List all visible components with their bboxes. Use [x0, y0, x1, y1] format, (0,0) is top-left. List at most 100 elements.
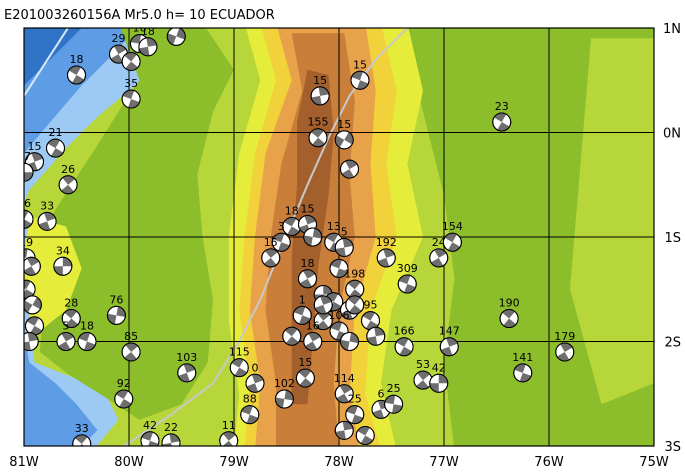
- mechanism-outline: [313, 295, 333, 315]
- focal-mechanism[interactable]: 35: [121, 77, 141, 109]
- focal-mechanism[interactable]: 309: [397, 262, 418, 294]
- focal-mechanism[interactable]: 141: [512, 351, 533, 383]
- focal-mechanism[interactable]: 26: [58, 163, 78, 195]
- focal-mechanism[interactable]: 18: [138, 25, 158, 57]
- mechanism-quadrant: [61, 184, 74, 194]
- mechanism-quadrant: [374, 327, 385, 337]
- focal-mechanism[interactable]: [345, 295, 365, 315]
- focal-mechanism[interactable]: 0: [245, 361, 265, 393]
- mechanism-quadrant: [116, 306, 126, 317]
- focal-mechanism[interactable]: 5: [56, 320, 76, 351]
- focal-mechanism[interactable]: 3: [271, 220, 291, 252]
- focal-mechanism[interactable]: 22: [161, 421, 181, 452]
- focal-mechanism[interactable]: [23, 295, 42, 315]
- focal-mechanism[interactable]: [20, 332, 39, 351]
- focal-mechanism[interactable]: 192: [376, 236, 397, 268]
- mechanism-outline: [303, 227, 323, 247]
- focal-mechanism[interactable]: 147: [439, 325, 460, 357]
- focal-mechanism[interactable]: 5: [334, 225, 354, 257]
- mechanism-quadrant: [58, 341, 71, 351]
- mechanism-depth-label: 18: [301, 257, 315, 270]
- focal-mechanism[interactable]: 76: [106, 293, 126, 325]
- mechanism-outline: [513, 363, 533, 383]
- mechanism-quadrant: [124, 52, 137, 62]
- focal-mechanism[interactable]: 15: [310, 74, 330, 106]
- focal-mechanism[interactable]: 85: [121, 330, 141, 362]
- focal-mechanism[interactable]: [303, 227, 323, 247]
- mechanism-depth-label: 309: [397, 262, 418, 275]
- focal-mechanism[interactable]: 155: [308, 116, 329, 148]
- focal-mechanism[interactable]: 18: [282, 205, 302, 237]
- mechanism-outline: [121, 342, 141, 362]
- mechanism-quadrant: [384, 395, 396, 405]
- focal-mechanism[interactable]: 21: [46, 126, 65, 158]
- focal-mechanism[interactable]: 33: [37, 199, 57, 231]
- mechanism-quadrant: [47, 139, 60, 149]
- focal-mechanism[interactable]: 29: [109, 32, 128, 64]
- focal-mechanism[interactable]: 1: [292, 293, 312, 325]
- focal-mechanism[interactable]: 106: [329, 309, 350, 341]
- focal-mechanism[interactable]: 23: [492, 100, 512, 132]
- focal-mechanism[interactable]: 28: [61, 297, 81, 329]
- focal-mechanism[interactable]: 15: [334, 118, 354, 150]
- focal-mechanism[interactable]: 53: [413, 358, 433, 390]
- focal-mechanism[interactable]: [282, 326, 302, 346]
- focal-mechanism[interactable]: [166, 27, 186, 46]
- focal-mechanism[interactable]: [355, 426, 375, 446]
- focal-mechanism[interactable]: 16: [303, 320, 323, 351]
- focal-mechanism[interactable]: 42: [140, 419, 160, 450]
- focal-mechanism[interactable]: [22, 256, 41, 276]
- focal-mechanism[interactable]: 92: [114, 377, 134, 409]
- focal-mechanism[interactable]: 95: [361, 299, 380, 331]
- mechanism-quadrant: [24, 248, 28, 258]
- mechanism-quadrant: [325, 233, 339, 243]
- mechanism-quadrant: [284, 390, 294, 401]
- focal-mechanism[interactable]: 27: [15, 150, 34, 182]
- mechanism-outline: [292, 305, 312, 325]
- focal-mechanism[interactable]: [340, 159, 359, 179]
- focal-mechanism[interactable]: [334, 420, 354, 440]
- mechanism-quadrant: [366, 336, 378, 346]
- focal-mechanism[interactable]: 115: [229, 346, 250, 378]
- focal-mechanism[interactable]: 154: [442, 220, 463, 252]
- focal-mechanism[interactable]: 42: [429, 361, 449, 393]
- focal-mechanism[interactable]: [329, 258, 349, 278]
- mechanism-quadrant: [275, 397, 285, 408]
- focal-mechanism[interactable]: 18: [77, 320, 97, 351]
- focal-mechanism[interactable]: 15: [295, 356, 315, 388]
- focal-mechanism[interactable]: 25: [384, 382, 404, 414]
- focal-mechanism[interactable]: 88: [240, 393, 260, 425]
- focal-mechanism[interactable]: 103: [176, 351, 197, 383]
- focal-mechanism[interactable]: 102: [274, 377, 295, 409]
- mechanism-quadrant: [316, 320, 330, 330]
- focal-mechanism[interactable]: 198: [344, 267, 365, 299]
- focal-mechanism[interactable]: 18: [67, 53, 86, 85]
- mechanism-outline: [261, 248, 281, 268]
- focal-mechanism[interactable]: 15: [350, 58, 370, 90]
- focal-mechanism[interactable]: 190: [499, 297, 520, 329]
- focal-mechanism[interactable]: [340, 332, 359, 351]
- focal-mechanism[interactable]: [313, 295, 333, 315]
- mechanism-quadrant: [24, 341, 31, 351]
- lon-tick-label: 81W: [9, 455, 39, 470]
- focal-mechanism[interactable]: 25: [345, 393, 365, 425]
- focal-mechanism[interactable]: [121, 51, 141, 71]
- focal-mechanism[interactable]: [366, 326, 386, 346]
- focal-mechanism[interactable]: 24: [429, 236, 449, 268]
- focal-mechanism[interactable]: 18: [298, 257, 317, 289]
- focal-mechanism[interactable]: 114: [334, 372, 355, 404]
- focal-mechanism[interactable]: 179: [554, 330, 575, 362]
- focal-mechanism[interactable]: 16: [15, 197, 34, 229]
- focal-mechanism[interactable]: 11: [219, 419, 239, 450]
- mechanism-outline: [394, 337, 414, 357]
- focal-mechanism[interactable]: 15: [261, 236, 281, 268]
- mechanism-quadrant: [115, 389, 129, 399]
- focal-mechanism[interactable]: 166: [394, 325, 415, 357]
- mechanism-quadrant: [27, 332, 39, 342]
- mechanism-depth-label: 5: [63, 320, 70, 333]
- focal-mechanism[interactable]: 33: [72, 422, 92, 453]
- focal-mechanism[interactable]: [313, 311, 333, 331]
- focal-mechanism[interactable]: 34: [53, 244, 73, 276]
- mechanism-depth-label: 16: [17, 197, 31, 210]
